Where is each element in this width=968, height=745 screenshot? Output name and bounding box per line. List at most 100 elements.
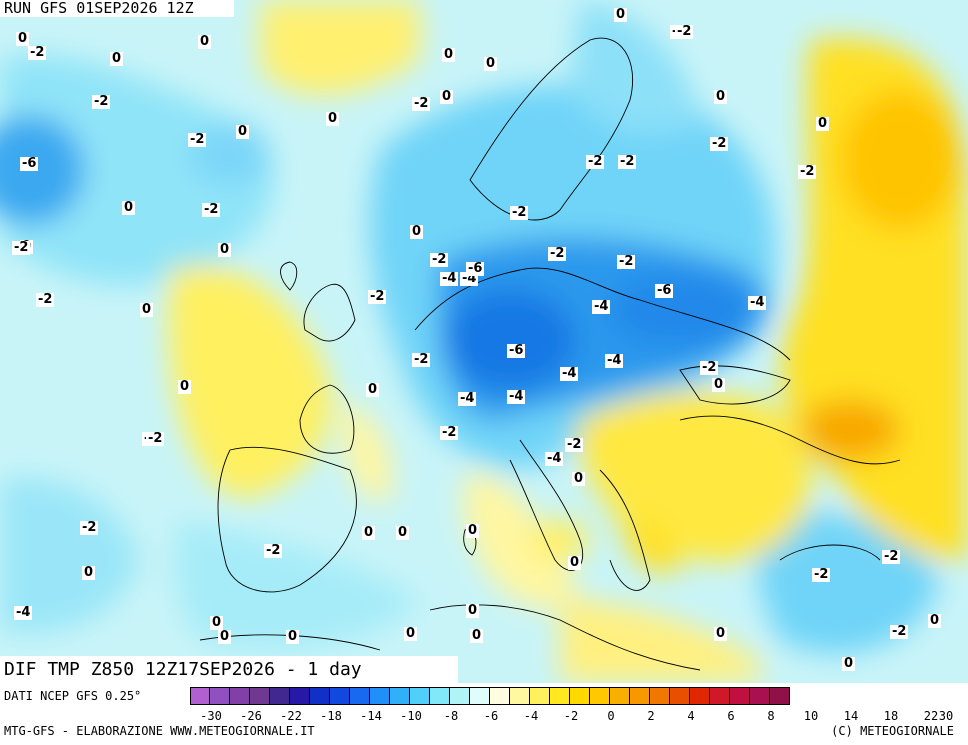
contour-label: -2	[440, 425, 459, 440]
colorbar-swatch	[190, 687, 210, 705]
contour-label: 0	[82, 565, 96, 580]
colorbar-swatch	[490, 687, 510, 705]
contour-label: -2	[710, 136, 729, 151]
contour-label: -4	[440, 271, 459, 286]
contour-label: 0	[484, 56, 498, 71]
contour-label: 0	[928, 613, 942, 628]
colorbar	[190, 687, 790, 705]
colorbar-swatch	[330, 687, 350, 705]
colorbar-swatch	[290, 687, 310, 705]
colorbar-tick-label: 4	[687, 709, 695, 723]
contour-label: -2	[618, 154, 637, 169]
contour-label: 0	[218, 629, 232, 644]
contour-label: 0	[366, 382, 380, 397]
colorbar-swatch	[470, 687, 490, 705]
contour-label: -2	[146, 431, 165, 446]
contour-label: 0	[122, 200, 136, 215]
contour-label: -2	[586, 154, 605, 169]
colorbar-swatch	[230, 687, 250, 705]
run-title: RUN GFS 01SEP2026 12Z	[0, 0, 234, 17]
contour-label: 0	[440, 89, 454, 104]
contour-label: -2	[202, 202, 221, 217]
colorbar-swatch	[730, 687, 750, 705]
colorbar-tick-label: -22	[280, 709, 302, 723]
colorbar-swatch	[530, 687, 550, 705]
contour-label: 0	[198, 34, 212, 49]
contour-label: -2	[430, 252, 449, 267]
colorbar-swatch	[210, 687, 230, 705]
colorbar-swatch	[370, 687, 390, 705]
contour-label: 0	[140, 302, 154, 317]
colorbar-tick-label: 8	[767, 709, 775, 723]
contour-label: -4	[605, 353, 624, 368]
colorbar-tick-label: 2	[647, 709, 655, 723]
colorbar-tick-label: 6	[727, 709, 735, 723]
colorbar-tick-label: 22	[923, 709, 939, 723]
contour-label: 0	[404, 626, 418, 641]
colorbar-swatch	[590, 687, 610, 705]
contour-label: -2	[36, 292, 55, 307]
colorbar-swatch	[450, 687, 470, 705]
contour-label: -4	[545, 451, 564, 466]
contour-label: 0	[714, 89, 728, 104]
colorbar-tick-label: -6	[483, 709, 499, 723]
contour-label: 0	[410, 224, 424, 239]
colorbar-swatch	[750, 687, 770, 705]
colorbar-swatch	[570, 687, 590, 705]
colorbar-tick-label: -26	[240, 709, 262, 723]
contour-label: -2	[12, 240, 31, 255]
colorbar-swatch	[270, 687, 290, 705]
contour-label: -4	[592, 299, 611, 314]
colorbar-swatch	[430, 687, 450, 705]
colorbar-swatch	[350, 687, 370, 705]
contour-label: -2	[264, 543, 283, 558]
temperature-anomaly-map: 0-200-200-20-2000-20-2-20-20-60-2-2-2-2-…	[0, 0, 968, 683]
contour-label: -6	[20, 156, 39, 171]
data-source: DATI NCEP GFS 0.25°	[4, 689, 142, 703]
contour-label: -6	[655, 283, 674, 298]
contour-label: -4	[748, 295, 767, 310]
contour-label: -2	[882, 549, 901, 564]
contour-label: -2	[412, 352, 431, 367]
colorbar-swatch	[630, 687, 650, 705]
contour-label: -2	[510, 205, 529, 220]
contour-label: 0	[286, 629, 300, 644]
contour-label: -2	[28, 45, 47, 60]
contour-label: 0	[16, 31, 30, 46]
map-fields	[0, 0, 968, 683]
contour-label: -2	[188, 132, 207, 147]
contour-label: -2	[798, 164, 817, 179]
colorbar-swatch	[250, 687, 270, 705]
colorbar-swatch	[510, 687, 530, 705]
colorbar-tick-label: 30	[938, 709, 954, 723]
contour-label: 0	[396, 525, 410, 540]
contour-label: 0	[362, 525, 376, 540]
contour-label: 0	[568, 555, 582, 570]
contour-label: 0	[614, 7, 628, 22]
contour-label: -6	[466, 261, 485, 276]
legend-footer: DATI NCEP GFS 0.25° -30 -26 -22 -18 -14 -10 -8…	[0, 683, 968, 745]
colorbar-tick-label: 10	[803, 709, 819, 723]
colorbar-swatch	[550, 687, 570, 705]
colorbar-tick-label: -14	[360, 709, 382, 723]
contour-label: -2	[890, 624, 909, 639]
colorbar-swatch	[650, 687, 670, 705]
contour-label: -2	[565, 437, 584, 452]
contour-label: 0	[326, 111, 340, 126]
contour-label: -2	[80, 520, 99, 535]
contour-label: 0	[442, 47, 456, 62]
contour-label: -2	[675, 24, 694, 39]
contour-label: 0	[178, 379, 192, 394]
colorbar-swatch	[610, 687, 630, 705]
contour-label: 0	[110, 51, 124, 66]
contour-label: 0	[236, 124, 250, 139]
credit-right: (C) METEOGIORNALE	[831, 724, 954, 738]
contour-label: -4	[560, 366, 579, 381]
contour-label: -2	[812, 567, 831, 582]
contour-label: -2	[92, 94, 111, 109]
contour-label: -2	[368, 289, 387, 304]
colorbar-swatch	[710, 687, 730, 705]
colorbar-swatch	[690, 687, 710, 705]
contour-label: 0	[466, 603, 480, 618]
colorbar-swatch	[410, 687, 430, 705]
